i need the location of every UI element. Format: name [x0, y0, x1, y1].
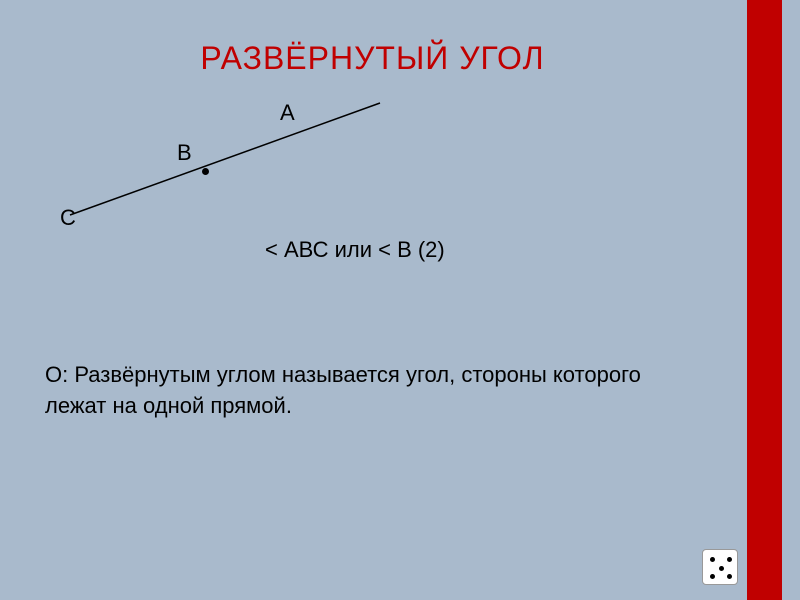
dice-dot — [710, 574, 715, 579]
label-c: С — [60, 205, 76, 231]
angle-line — [70, 103, 380, 215]
dice-dot — [727, 574, 732, 579]
dice-icon — [702, 549, 738, 585]
dice-dot — [719, 566, 724, 571]
label-a: А — [280, 100, 295, 126]
dice-dot — [727, 557, 732, 562]
page-title: РАЗВЁРНУТЫЙ УГОЛ — [0, 40, 745, 77]
vertex-point — [202, 168, 209, 175]
accent-bar — [747, 0, 782, 600]
angle-diagram — [65, 95, 395, 225]
label-b: В — [177, 140, 192, 166]
definition-text: О: Развёрнутым углом называется угол, ст… — [45, 360, 705, 422]
angle-notation: < АВС или < В (2) — [265, 237, 445, 263]
dice-dot — [710, 557, 715, 562]
